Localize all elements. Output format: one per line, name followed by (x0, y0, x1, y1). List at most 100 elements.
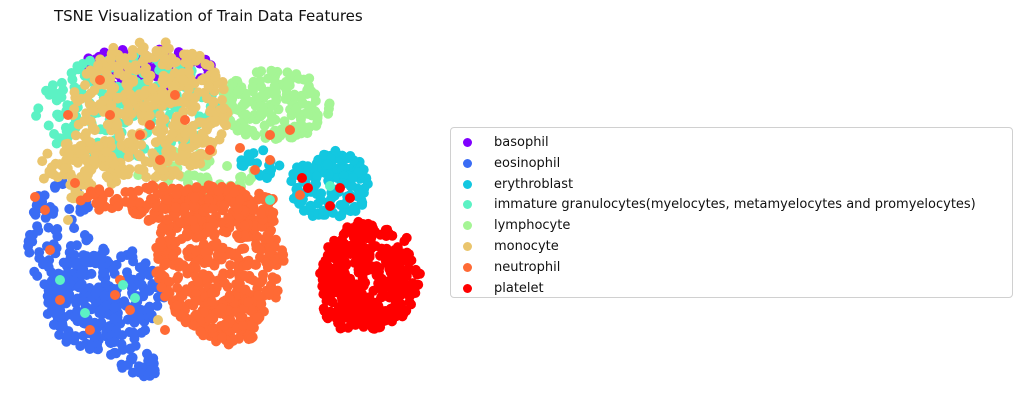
scatter-point (181, 264, 192, 275)
scatter-point (134, 367, 145, 378)
scatter-point (175, 217, 186, 228)
scatter-point (282, 79, 293, 90)
scatter-point (334, 211, 345, 222)
scatter-point (178, 106, 189, 117)
scatter-point (239, 99, 250, 110)
scatter-point (42, 148, 53, 159)
scatter-point (321, 296, 332, 306)
scatter-point (191, 309, 202, 320)
scatter-point (100, 278, 111, 289)
scatter-point (155, 117, 166, 128)
scatter-point (165, 98, 176, 109)
scatter-point (123, 137, 134, 148)
scatter-point (348, 301, 359, 312)
scatter-point (236, 312, 247, 322)
scatter-point (146, 365, 157, 376)
scatter-point (347, 173, 358, 183)
scatter-point (127, 50, 138, 61)
scatter-point (78, 296, 89, 307)
scatter-point (207, 288, 217, 298)
scatter-point (257, 275, 268, 286)
scatter-point (179, 202, 190, 213)
scatter-point (194, 50, 205, 61)
scatter-point (233, 86, 244, 96)
scatter-point (172, 120, 183, 131)
scatter-point (272, 285, 283, 296)
scatter-point (110, 290, 120, 300)
scatter-point (247, 86, 258, 97)
scatter-point (223, 212, 234, 223)
legend-label: lymphocyte (494, 218, 571, 234)
scatter-point (60, 139, 71, 150)
scatter-point (240, 109, 251, 120)
scatter-point (81, 235, 92, 246)
scatter-point (108, 264, 119, 275)
scatter-point (219, 200, 230, 211)
scatter-point (265, 155, 275, 165)
scatter-point (45, 245, 55, 255)
legend-marker (463, 200, 472, 210)
scatter-point (178, 74, 189, 85)
scatter-point (311, 179, 322, 189)
scatter-point (395, 290, 406, 301)
scatter-point (388, 255, 399, 266)
scatter-point (38, 173, 49, 184)
scatter-point (268, 207, 279, 218)
scatter-point (225, 260, 236, 271)
legend-marker (463, 283, 472, 293)
scatter-point (86, 268, 97, 279)
scatter-point (240, 284, 251, 295)
scatter-point (59, 163, 70, 174)
scatter-point (189, 192, 200, 203)
scatter-point (161, 258, 172, 269)
scatter-point (93, 60, 104, 71)
scatter-point (229, 187, 240, 198)
scatter-point (190, 151, 201, 162)
scatter-point (180, 115, 190, 125)
scatter-point (339, 238, 350, 249)
scatter-point (243, 297, 254, 308)
scatter-point (190, 159, 201, 170)
scatter-point (196, 75, 207, 86)
scatter-point (344, 247, 355, 258)
scatter-point (80, 80, 90, 91)
scatter-point (147, 84, 158, 95)
scatter-point (31, 110, 42, 121)
scatter-point (145, 120, 155, 130)
scatter-point (106, 349, 116, 360)
scatter-point (323, 103, 334, 114)
scatter-point (384, 247, 395, 258)
scatter-point (297, 173, 307, 183)
scatter-point (205, 106, 215, 117)
scatter-point (167, 81, 178, 92)
scatter-point (239, 220, 250, 231)
legend-marker (463, 158, 472, 168)
scatter-point (64, 204, 75, 214)
scatter-point (59, 258, 70, 268)
scatter-point (232, 230, 242, 241)
scatter-point (191, 296, 202, 306)
scatter-point (203, 81, 214, 92)
scatter-point (67, 74, 78, 85)
scatter-point (187, 48, 198, 59)
scatter-point (277, 245, 287, 256)
scatter-point (109, 337, 120, 347)
scatter-point (205, 222, 216, 232)
scatter-point (70, 130, 81, 141)
scatter-point (156, 269, 167, 280)
scatter-point (169, 68, 180, 78)
scatter-point (105, 110, 115, 120)
scatter-point (89, 85, 100, 96)
legend-marker (463, 262, 472, 272)
scatter-point (219, 320, 230, 331)
scatter-point (30, 192, 40, 202)
scatter-point (75, 145, 85, 156)
scatter-point (389, 282, 400, 293)
scatter-point (235, 195, 245, 205)
scatter-point (102, 119, 113, 130)
scatter-point (181, 285, 192, 296)
scatter-point (167, 128, 178, 139)
scatter-point (130, 293, 140, 303)
scatter-point (85, 137, 96, 148)
scatter-point (263, 259, 274, 270)
